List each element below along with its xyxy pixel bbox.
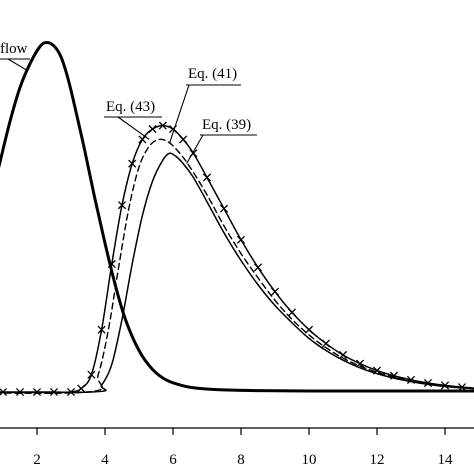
series-eq-43-marker: [321, 339, 331, 348]
series-eq-43-marker: [179, 135, 188, 144]
series-eq-43-marker: [158, 121, 167, 130]
series-eq-43-marker: [0, 387, 8, 397]
annotation-inflow-text: flow: [0, 41, 28, 57]
series-eq-43-marker: [97, 325, 106, 334]
annotation-eq39: Eq. (39): [186, 117, 257, 164]
x-tick-label-2: 2: [33, 452, 41, 468]
series-eq-43-marker: [287, 308, 297, 317]
series-eq-43-marker: [66, 387, 76, 397]
annotation-eq41-leader: [169, 84, 190, 144]
series-eq-43-marker: [202, 173, 212, 182]
x-ticks: 2 4 6 8 10 12 14: [33, 428, 454, 468]
series-eq-43-marker: [128, 159, 137, 168]
annotation-eq43-text: Eq. (43): [106, 99, 155, 115]
annotation-eq43-leader: [117, 116, 150, 140]
annotation-eq41-text: Eq. (41): [188, 66, 237, 82]
series-eq-43-marker: [406, 375, 416, 384]
series-eq-43-marker: [304, 325, 314, 334]
series-eq-43-line: [0, 124, 474, 394]
series-eq-43-marker: [270, 287, 280, 296]
series-eq-43-marker: [338, 350, 348, 360]
series-eq-43-marker: [117, 201, 127, 210]
series-eq-43-marker: [87, 370, 96, 379]
x-tick-label-10: 10: [302, 452, 317, 468]
series-eq-39-line: [0, 152, 474, 394]
series-eq-43-marker: [49, 387, 59, 397]
series-eq-43-marker: [148, 124, 157, 134]
series-eq-43-marker: [138, 135, 147, 144]
series-eq-43-marker: [219, 204, 229, 213]
series-eq-43-marker: [372, 366, 382, 375]
x-tick-label-8: 8: [237, 452, 245, 468]
series-eq-43-marker: [236, 235, 246, 244]
series-inflow-line: [0, 41, 474, 393]
annotation-eq39-text: Eq. (39): [202, 117, 251, 133]
series-eq-43-marker: [423, 378, 433, 388]
series-eq-43-marker: [32, 387, 42, 397]
x-tick-label-14: 14: [438, 452, 454, 468]
series-eq-43-marker: [15, 387, 25, 397]
series-eq-43-marker: [355, 359, 365, 368]
series-eq-43-marker: [77, 384, 86, 393]
x-tick-label-6: 6: [169, 452, 177, 468]
series-layer: [0, 41, 474, 397]
annotation-eq43: Eq. (43): [104, 99, 162, 140]
annotations: flow Eq. (41) Eq. (43) Eq. (39): [0, 41, 257, 164]
x-tick-label-4: 4: [101, 452, 109, 468]
series-eq-43-marker: [107, 259, 116, 269]
annotation-eq41: Eq. (41): [169, 66, 241, 144]
series-eq-43-marker: [253, 263, 263, 272]
series-eq-41-line: [0, 138, 474, 394]
series-eq-43-marker: [440, 381, 450, 390]
annotation-inflow-leader: [7, 58, 28, 71]
annotation-eq39-leader: [186, 134, 204, 164]
annotation-inflow: flow: [0, 41, 30, 71]
x-tick-label-12: 12: [370, 452, 385, 468]
series-eq-43-marker: [457, 383, 467, 392]
series-eq-43-marker: [389, 371, 399, 380]
